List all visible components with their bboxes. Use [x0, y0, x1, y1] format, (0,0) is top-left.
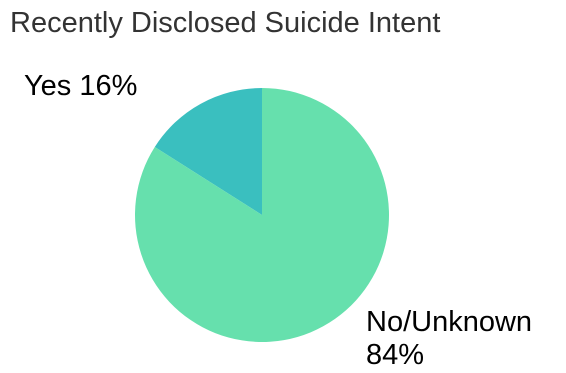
slice-label-no-unknown: No/Unknown 84%: [366, 306, 532, 373]
slice-label-yes-percent: 16%: [79, 70, 138, 102]
pie-slice-yes: [154, 88, 262, 215]
slice-label-no-unknown-percent: 84%: [366, 339, 425, 372]
slice-label-no-unknown-name: No/Unknown: [366, 306, 533, 338]
pie-slice-no-unknown: [135, 88, 390, 342]
slice-label-yes: Yes 16%: [24, 70, 137, 103]
slice-label-yes-name: Yes: [24, 70, 72, 102]
chart-title: Recently Disclosed Suicide Intent: [10, 7, 441, 39]
